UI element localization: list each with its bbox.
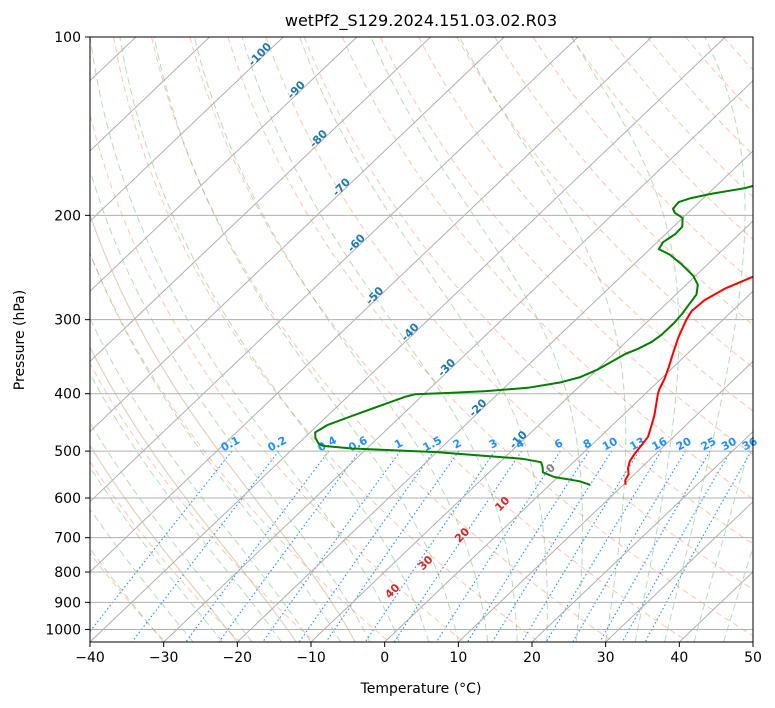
isotherm-line	[0, 37, 62, 642]
axes: −40 −30 −20 −10 0 10 20 30 40 50 100 200 300 400 500 60…	[45, 30, 762, 666]
y-tick-label: 800	[54, 565, 81, 581]
y-tick-label: 400	[54, 387, 81, 403]
y-tick-label: 100	[54, 30, 81, 46]
x-tick-label: 30	[597, 650, 615, 666]
chart-title: wetPf2_S129.2024.151.03.02.R03	[285, 11, 557, 31]
x-tick-label: 50	[744, 650, 762, 666]
moist-adiabat-line	[153, 37, 459, 642]
background-lines	[90, 37, 775, 642]
dry-adiabat-line	[90, 252, 390, 642]
isotherm-line	[90, 37, 726, 642]
isotherm-line	[384, 290, 753, 642]
mixing-ratio-value-label: 16	[650, 435, 670, 454]
moist-adiabat-line	[370, 37, 584, 642]
mixing-ratio-value-label: 13	[628, 435, 648, 454]
mixing-ratio-line	[185, 450, 330, 642]
y-axis-label: Pressure (hPa)	[12, 290, 28, 390]
dry-adiabat-line	[227, 37, 753, 637]
x-tick-label: −30	[149, 650, 179, 666]
dry-adiabat-line	[90, 460, 241, 642]
mixing-ratio-line	[364, 450, 496, 642]
y-tick-label: 700	[54, 531, 81, 547]
mixing-ratio-line	[325, 450, 460, 642]
dry-adiabat-line	[90, 552, 166, 642]
y-tick-label: 200	[54, 208, 81, 224]
moist-adiabat-line	[299, 37, 548, 642]
mixing-ratio-value-label: 30	[719, 435, 739, 454]
y-tick-label: 900	[54, 595, 81, 611]
mixing-ratio-line	[218, 450, 361, 642]
isotherm-line	[163, 80, 753, 642]
mixing-ratio-value-label: 20	[674, 435, 694, 454]
mixing-ratio-value-label: 10	[600, 435, 620, 454]
isotherm-line	[90, 37, 652, 573]
dry-adiabat-line	[189, 37, 689, 642]
dry-adiabat-line	[494, 37, 753, 326]
isotherm-line	[236, 150, 753, 642]
mixing-ratio-line	[621, 450, 732, 642]
isotherm-line	[90, 37, 505, 433]
wet-bulb-line	[90, 212, 356, 642]
isotherm-line	[90, 37, 210, 152]
x-axis-label: Temperature (°C)	[360, 681, 482, 697]
dry-adiabat-line	[456, 37, 753, 369]
dry-adiabat-line	[341, 37, 753, 500]
mixing-ratio-line	[298, 450, 435, 642]
moist-adiabat-line	[90, 37, 400, 642]
isotherm-line	[90, 37, 284, 222]
moist-adiabat-line	[193, 37, 489, 642]
isotherm-line	[531, 430, 753, 642]
y-tick-label: 500	[54, 444, 81, 460]
isotherm-line	[90, 37, 431, 363]
dry-adiabat-line	[762, 37, 775, 642]
moist-adiabat-line	[119, 37, 430, 642]
profile-series	[314, 184, 753, 486]
x-tick-label: −10	[296, 650, 326, 666]
moist-adiabat-line	[571, 37, 680, 642]
wet-bulb-line	[90, 444, 238, 642]
dry-adiabat-line	[265, 37, 753, 591]
x-tick-label: 0	[380, 650, 389, 666]
moist-adiabat-line	[90, 251, 341, 642]
moist-adiabat-line	[241, 37, 518, 642]
dry-adiabat-line	[113, 37, 540, 642]
plot-area-background	[90, 37, 753, 642]
x-tick-label: 10	[449, 650, 467, 666]
y-tick-label: 300	[54, 313, 81, 329]
mixing-ratio-value-label: 36	[740, 434, 760, 453]
x-tick-label: −40	[75, 650, 105, 666]
mixing-ratio-line	[90, 450, 233, 633]
moist-adiabat-line	[459, 37, 627, 642]
isotherm-line	[90, 37, 358, 292]
mixing-ratio-value-label: 25	[699, 435, 719, 454]
x-tick-label: 40	[670, 650, 688, 666]
isotherm-line	[605, 500, 753, 642]
isotherm-line	[310, 220, 753, 642]
dewpoint-profile-line	[314, 184, 753, 486]
isotherm-line	[457, 360, 753, 642]
dry-adiabat-line	[90, 111, 465, 642]
isotherm-line	[752, 641, 753, 642]
plot-frame	[89, 36, 754, 643]
isotherm-line	[90, 37, 579, 503]
y-tick-label: 1000	[45, 622, 81, 638]
dry-adiabat-line	[90, 362, 316, 642]
mixing-ratio-line	[545, 450, 662, 642]
y-tick-label: 600	[54, 491, 81, 507]
dry-adiabat-line	[151, 37, 614, 642]
mixing-ratio-line	[521, 450, 640, 642]
moist-adiabat-line	[90, 168, 371, 642]
wet-bulb-line	[90, 345, 297, 642]
temperature-profile-line	[624, 275, 753, 485]
x-tick-label: 20	[523, 650, 541, 666]
x-tick-label: −20	[223, 650, 253, 666]
